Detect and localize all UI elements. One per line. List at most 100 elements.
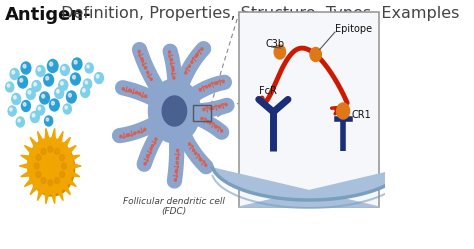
Circle shape: [62, 163, 66, 169]
Text: Definition, Properties, Structure, Types, Examples: Definition, Properties, Structure, Types…: [56, 6, 459, 21]
Polygon shape: [30, 184, 38, 195]
Circle shape: [215, 125, 217, 128]
Polygon shape: [63, 137, 71, 148]
Circle shape: [56, 90, 59, 93]
Circle shape: [23, 103, 26, 106]
Circle shape: [199, 158, 201, 160]
Circle shape: [138, 50, 140, 53]
Circle shape: [48, 180, 53, 186]
Circle shape: [55, 178, 60, 184]
Circle shape: [30, 112, 39, 123]
Circle shape: [45, 116, 53, 126]
Circle shape: [12, 71, 15, 74]
Polygon shape: [51, 128, 55, 141]
Circle shape: [150, 148, 152, 150]
Circle shape: [60, 64, 69, 75]
Circle shape: [195, 152, 197, 155]
Circle shape: [6, 82, 14, 92]
Circle shape: [144, 163, 146, 165]
Circle shape: [14, 96, 16, 99]
Circle shape: [172, 66, 174, 69]
Circle shape: [94, 72, 103, 83]
Circle shape: [145, 67, 146, 69]
Circle shape: [274, 45, 285, 59]
Circle shape: [142, 60, 144, 62]
Circle shape: [176, 162, 178, 164]
Circle shape: [34, 83, 36, 86]
Circle shape: [225, 103, 227, 106]
Circle shape: [59, 79, 68, 90]
Circle shape: [36, 155, 41, 161]
Polygon shape: [57, 131, 63, 143]
Circle shape: [10, 68, 19, 79]
Polygon shape: [51, 191, 55, 204]
Circle shape: [72, 58, 82, 70]
Circle shape: [126, 134, 128, 136]
Circle shape: [196, 53, 198, 56]
Circle shape: [222, 80, 224, 83]
Circle shape: [60, 171, 64, 177]
Circle shape: [23, 64, 26, 68]
Circle shape: [192, 149, 194, 152]
Circle shape: [147, 155, 149, 158]
Circle shape: [41, 148, 46, 154]
Circle shape: [129, 89, 131, 92]
Circle shape: [191, 61, 193, 63]
Polygon shape: [45, 128, 49, 141]
Circle shape: [51, 101, 55, 105]
Polygon shape: [24, 145, 34, 154]
Circle shape: [27, 88, 35, 100]
Circle shape: [36, 65, 45, 76]
Circle shape: [136, 91, 137, 94]
Circle shape: [189, 65, 191, 67]
Circle shape: [128, 134, 129, 136]
Polygon shape: [67, 145, 76, 154]
Circle shape: [201, 48, 203, 50]
Circle shape: [47, 60, 58, 72]
Polygon shape: [24, 178, 34, 187]
Circle shape: [337, 103, 350, 119]
FancyBboxPatch shape: [239, 12, 379, 207]
Circle shape: [209, 84, 210, 87]
Polygon shape: [70, 171, 80, 177]
Circle shape: [169, 51, 171, 53]
Circle shape: [18, 76, 27, 88]
Circle shape: [50, 62, 53, 66]
Circle shape: [7, 84, 10, 87]
Circle shape: [151, 145, 154, 147]
Circle shape: [32, 80, 41, 91]
Circle shape: [21, 62, 31, 74]
Circle shape: [34, 163, 39, 169]
Circle shape: [200, 89, 201, 91]
Polygon shape: [63, 184, 71, 195]
Circle shape: [63, 104, 72, 114]
Circle shape: [137, 131, 140, 133]
Circle shape: [174, 179, 176, 181]
Circle shape: [189, 143, 191, 145]
Circle shape: [18, 119, 20, 122]
Circle shape: [221, 130, 223, 132]
Text: C3b: C3b: [265, 39, 284, 49]
Circle shape: [195, 55, 197, 57]
Circle shape: [65, 106, 67, 109]
Circle shape: [42, 94, 45, 98]
Circle shape: [44, 74, 54, 86]
Circle shape: [215, 82, 217, 84]
Circle shape: [122, 88, 124, 90]
Circle shape: [219, 105, 221, 108]
Circle shape: [28, 91, 31, 94]
Circle shape: [210, 107, 211, 110]
Circle shape: [144, 128, 146, 131]
Text: Follicular dendritic cell
(FDC): Follicular dendritic cell (FDC): [123, 197, 225, 216]
Circle shape: [85, 63, 93, 73]
Circle shape: [205, 86, 207, 88]
Circle shape: [128, 89, 131, 92]
Circle shape: [41, 178, 46, 184]
Circle shape: [10, 108, 12, 111]
Text: Epitope: Epitope: [335, 24, 372, 34]
Circle shape: [155, 138, 157, 140]
Circle shape: [219, 105, 220, 108]
Circle shape: [162, 96, 187, 126]
Circle shape: [36, 105, 45, 115]
Circle shape: [38, 68, 41, 71]
